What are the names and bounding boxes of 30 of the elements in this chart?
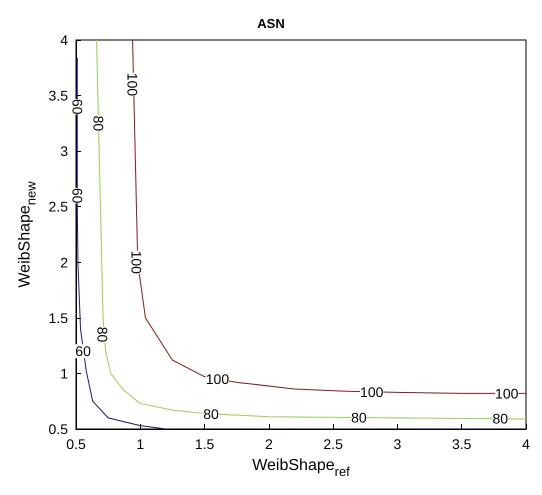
y-tick-label: 1.5 xyxy=(48,310,68,326)
x-tick-label: 1 xyxy=(136,436,144,452)
y-axis-title: WeibShapenew xyxy=(16,180,39,288)
annotation: 100 xyxy=(360,384,384,400)
annotation: 80 xyxy=(94,326,110,343)
annotation: 60 xyxy=(75,343,92,360)
y-tick-label: 4 xyxy=(60,32,68,48)
x-tick-label: 2.5 xyxy=(323,436,344,452)
x-tick-label: 4 xyxy=(522,436,530,452)
x-tick-label: 3.5 xyxy=(452,436,472,452)
y-tick-label: 0.5 xyxy=(48,421,68,437)
y-tick-label: 3 xyxy=(60,143,68,160)
annotation: 60 xyxy=(69,98,86,115)
annotation: 100 xyxy=(206,370,230,387)
y-tick-label: 2.5 xyxy=(48,198,68,215)
y-tick-label: 1 xyxy=(60,365,68,382)
y-tick-label: 3.5 xyxy=(48,88,68,104)
annotation: 80 xyxy=(203,406,219,422)
annotation: 80 xyxy=(351,409,367,426)
annotation: 100 xyxy=(128,250,144,274)
x-tick-label: 3 xyxy=(394,436,402,452)
x-tick-label: 2 xyxy=(264,436,273,452)
annotation: 80 xyxy=(492,410,508,426)
annotation: 80 xyxy=(90,116,106,132)
annotation: 100 xyxy=(124,72,141,96)
annotation: 100 xyxy=(495,385,519,402)
x-tick-label: 1.5 xyxy=(194,436,215,452)
annotation: 60 xyxy=(69,188,86,204)
y-tick-label: 2 xyxy=(60,254,68,270)
chart-title: ASN xyxy=(257,16,285,31)
